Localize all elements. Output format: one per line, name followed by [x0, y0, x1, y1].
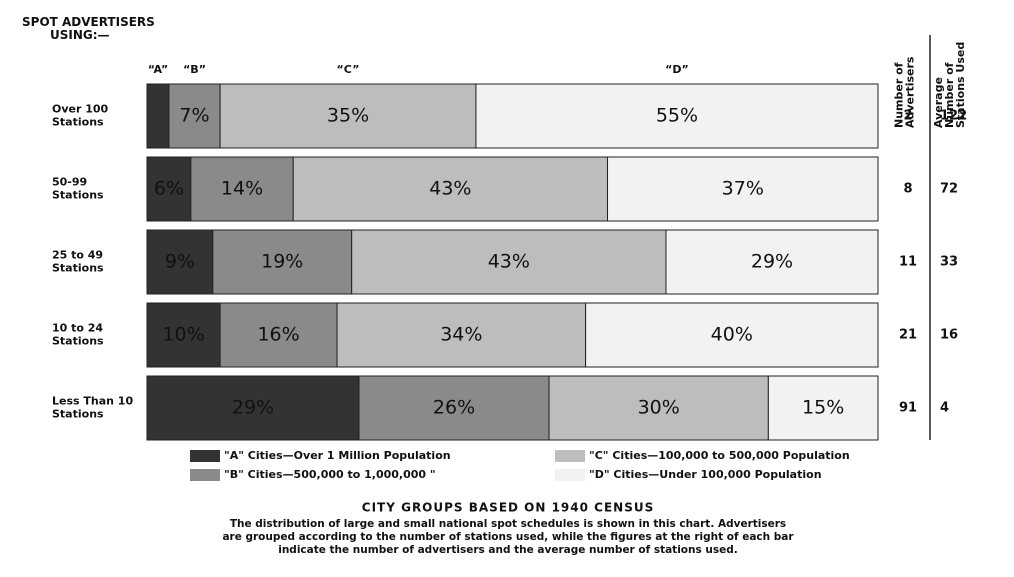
value-label: 40% — [711, 324, 753, 346]
value-label: 10% — [162, 324, 204, 346]
y-tick-label: Over 100 Stations — [52, 103, 109, 129]
bar-segment — [146, 375, 360, 441]
caption: are grouped according to the number of s… — [222, 531, 794, 543]
legend-label: "C" Cities—100,000 to 500,000 Population — [589, 449, 850, 462]
advertisers: 21 — [899, 328, 917, 343]
legend-swatch — [190, 450, 220, 462]
avg-stations: 122 — [940, 109, 967, 124]
advertisers: 11 — [899, 255, 917, 270]
value-label: 43% — [429, 178, 471, 200]
y-tick-label: Less Than 10 Stations — [52, 395, 133, 421]
legend-swatch — [555, 450, 585, 462]
avg-stations: 4 — [940, 401, 949, 416]
header-line: Stations Used — [954, 42, 967, 128]
bar-segment — [607, 156, 879, 222]
value-label: 29% — [751, 251, 793, 273]
label-line: Stations — [52, 189, 104, 202]
footer-title: CITY GROUPS BASED ON 1940 CENSUS — [362, 501, 654, 515]
avg-stations: 16 — [940, 328, 958, 343]
series-header: “D” — [665, 63, 689, 76]
bar-segment — [548, 375, 769, 441]
value-label: 34% — [440, 324, 482, 346]
label-line: Stations — [52, 335, 104, 348]
label-line: 25 to 49 — [52, 249, 103, 262]
label-line: Stations — [52, 116, 104, 129]
bar-segment — [336, 302, 587, 368]
header-line: Average — [932, 77, 945, 128]
label-line: 10 to 24 — [52, 322, 103, 335]
label-line: Less Than 10 — [52, 395, 133, 408]
value-label: 19% — [261, 251, 303, 273]
header-line: Number of — [893, 62, 906, 128]
bar-segment — [767, 375, 879, 441]
value-label: 35% — [327, 105, 369, 127]
legend-swatch — [555, 469, 585, 481]
series-header: “C” — [337, 63, 360, 76]
bar-segment — [585, 302, 879, 368]
label-line: 50-99 — [52, 176, 87, 189]
advertisers: 91 — [899, 401, 917, 416]
caption: indicate the number of advertisers and t… — [278, 544, 738, 556]
bar-segment — [168, 83, 221, 149]
bar-segment — [190, 156, 294, 222]
caption: The distribution of large and small nati… — [230, 518, 786, 530]
label-line: Stations — [52, 408, 104, 421]
advertisers: 2 — [903, 109, 912, 124]
bar-segment — [665, 229, 879, 295]
bar-segment — [219, 83, 477, 149]
bar-segment — [351, 229, 667, 295]
label-line: Over 100 — [52, 103, 109, 116]
series-header: “B” — [183, 63, 206, 76]
value-label: 16% — [257, 324, 299, 346]
value-label: 37% — [722, 178, 764, 200]
title-line: USING:— — [50, 28, 110, 42]
value-label: 14% — [221, 178, 263, 200]
title-line: SPOT ADVERTISERS — [22, 15, 155, 29]
avg-stations: 33 — [940, 255, 958, 270]
value-label: 43% — [488, 251, 530, 273]
bar-segment — [212, 229, 353, 295]
legend-swatch — [190, 469, 220, 481]
y-tick-label: 25 to 49 Stations — [52, 249, 104, 275]
chart-title: SPOT ADVERTISERS USING:— — [22, 15, 155, 42]
legend-label: "D" Cities—Under 100,000 Population — [589, 468, 822, 481]
avg-stations: 72 — [940, 182, 958, 197]
advertisers: 8 — [903, 182, 912, 197]
series-header: “A” — [148, 63, 169, 76]
column-header: AverageNumber ofStations Used — [932, 42, 967, 128]
bar-segment — [146, 83, 170, 149]
label-line: Stations — [52, 262, 104, 275]
value-label: 29% — [232, 397, 274, 419]
header-line: Number of — [943, 62, 956, 128]
bar-segment — [358, 375, 550, 441]
bar-segment — [146, 156, 192, 222]
column-header: Number ofAdvertisers — [893, 56, 917, 128]
legend-label: "B" Cities—500,000 to 1,000,000 " — [224, 468, 436, 481]
value-label: 7% — [179, 105, 209, 127]
bar-segment — [292, 156, 609, 222]
bar-segment — [146, 229, 214, 295]
value-label: 30% — [638, 397, 680, 419]
value-label: 26% — [433, 397, 475, 419]
y-tick-label: 50-99 Stations — [52, 176, 104, 202]
legend-label: "A" Cities—Over 1 Million Population — [224, 449, 451, 462]
value-label: 9% — [165, 251, 195, 273]
value-label: 6% — [154, 178, 184, 200]
header-line: Advertisers — [904, 56, 917, 128]
bar-segment — [475, 83, 879, 149]
y-tick-label: 10 to 24 Stations — [52, 322, 104, 348]
value-label: 15% — [802, 397, 844, 419]
value-label: 55% — [656, 105, 698, 127]
